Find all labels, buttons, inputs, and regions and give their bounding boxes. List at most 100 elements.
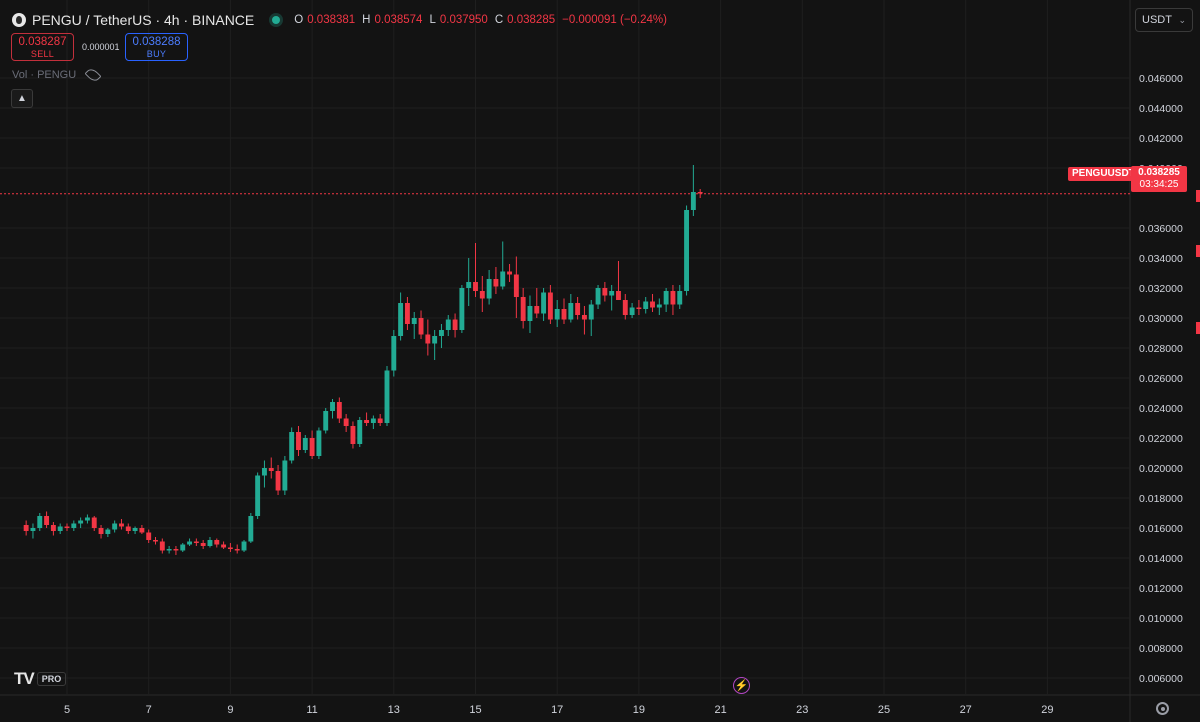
candle-body — [112, 523, 118, 530]
candle-body — [336, 402, 342, 419]
candle-body — [418, 318, 424, 335]
candle-body — [98, 528, 104, 534]
sell-button[interactable]: 0.038287 SELL — [11, 33, 74, 61]
change-value: −0.000091 (−0.24%) — [562, 14, 667, 26]
chevron-up-icon: ▲ — [17, 93, 27, 104]
candle-body — [200, 543, 206, 546]
last-price-value: 0.038285 — [1138, 167, 1180, 178]
candle-body — [64, 526, 70, 528]
candle-body — [139, 528, 145, 533]
symbol-title[interactable]: PENGU / TetherUS · 4h · BINANCE — [32, 12, 255, 28]
hide-eye-icon[interactable] — [84, 66, 102, 84]
candle-body — [425, 334, 431, 344]
candle-body — [302, 438, 308, 450]
candle-body — [616, 291, 621, 300]
candle-body — [343, 418, 349, 426]
candle-body — [84, 517, 90, 521]
candle-body — [166, 549, 172, 551]
candle-body — [316, 430, 322, 456]
candle-body — [227, 547, 233, 549]
price-axis[interactable]: 0.0460000.0440000.0420000.0400000.036000… — [1139, 73, 1183, 685]
candle-body — [350, 426, 356, 444]
chevron-down-icon: ⌄ — [1178, 14, 1186, 25]
candle-body — [554, 309, 560, 320]
tradingview-logo[interactable]: TV PRO — [14, 669, 67, 688]
candle-body — [132, 528, 138, 531]
price-tick-label: 0.028000 — [1139, 343, 1183, 355]
candle-body — [439, 330, 444, 336]
symbol-price-tag: PENGUUSDT — [1068, 167, 1139, 181]
alert-marker[interactable] — [1196, 322, 1200, 334]
candle-body — [520, 297, 526, 321]
open-label: O — [294, 14, 304, 26]
candle-body — [330, 402, 335, 411]
candle-body — [50, 525, 56, 531]
collapse-legend-button[interactable]: ▲ — [11, 89, 33, 108]
candle-body — [377, 418, 383, 423]
candle-body — [507, 271, 512, 275]
buy-label: BUY — [146, 49, 167, 59]
candle-body — [268, 468, 274, 471]
candle-body — [187, 541, 193, 545]
time-tick-label: 9 — [227, 704, 233, 716]
price-tick-label: 0.044000 — [1139, 103, 1183, 115]
candle-body — [595, 288, 601, 305]
price-tick-label: 0.008000 — [1139, 643, 1183, 655]
lightning-event-icon[interactable]: ⚡ — [733, 677, 750, 694]
candle-body — [636, 307, 642, 309]
candle-body — [180, 544, 186, 551]
currency-value: USDT — [1142, 14, 1172, 26]
price-tick-label: 0.032000 — [1139, 283, 1183, 295]
ohlc-values: O 0.038381 H 0.038574 L 0.037950 C 0.038… — [294, 14, 670, 26]
time-axis[interactable]: 5 7 9 11 13 15 17 19 21 23 25 27 29 — [64, 704, 1054, 716]
price-tick-label: 0.006000 — [1139, 673, 1183, 685]
volume-label: Vol · PENGU — [12, 69, 77, 81]
candle-body — [364, 420, 370, 423]
candle-body — [91, 517, 97, 528]
symbol-legend: PENGU / TetherUS · 4h · BINANCE O 0.0383… — [12, 10, 670, 30]
candle-body — [622, 300, 628, 315]
settings-gear-icon[interactable] — [1156, 702, 1169, 715]
candle-body — [541, 292, 547, 314]
price-tick-label: 0.016000 — [1139, 523, 1183, 535]
candle-body — [234, 549, 240, 551]
price-tick-label: 0.042000 — [1139, 133, 1183, 145]
alert-marker[interactable] — [1196, 245, 1200, 257]
currency-select[interactable]: USDT ⌄ — [1135, 8, 1193, 32]
candle-body — [697, 192, 703, 194]
candle-body — [255, 475, 261, 516]
price-tick-label: 0.046000 — [1139, 73, 1183, 85]
candle-body — [105, 529, 111, 534]
time-tick-label: 7 — [146, 704, 152, 716]
price-tick-label: 0.014000 — [1139, 553, 1183, 565]
time-tick-label: 17 — [551, 704, 563, 716]
time-tick-label: 23 — [796, 704, 808, 716]
candle-body — [643, 301, 649, 309]
candle-body — [602, 288, 608, 296]
alert-marker[interactable] — [1196, 190, 1200, 202]
time-tick-label: 5 — [64, 704, 70, 716]
candle-body — [221, 544, 227, 548]
volume-indicator-legend[interactable]: Vol · PENGU — [12, 66, 102, 84]
candle-body — [57, 526, 63, 531]
candle-body — [30, 528, 36, 531]
candle-body — [452, 319, 458, 330]
candle-body — [466, 282, 472, 288]
time-tick-label: 13 — [388, 704, 400, 716]
candle-body — [568, 303, 574, 320]
candle-body — [398, 303, 404, 336]
candle-body — [214, 540, 220, 545]
candle-body — [581, 315, 587, 320]
candle-body — [411, 318, 417, 324]
open-value: 0.038381 — [307, 14, 356, 26]
candle-body — [588, 304, 594, 320]
price-tick-label: 0.036000 — [1139, 223, 1183, 235]
candle-body — [486, 279, 492, 299]
candle-body — [282, 460, 288, 491]
candle-body — [78, 520, 84, 524]
candle-body — [663, 291, 669, 305]
candle-body — [629, 307, 635, 315]
buy-button[interactable]: 0.038288 BUY — [125, 33, 188, 61]
